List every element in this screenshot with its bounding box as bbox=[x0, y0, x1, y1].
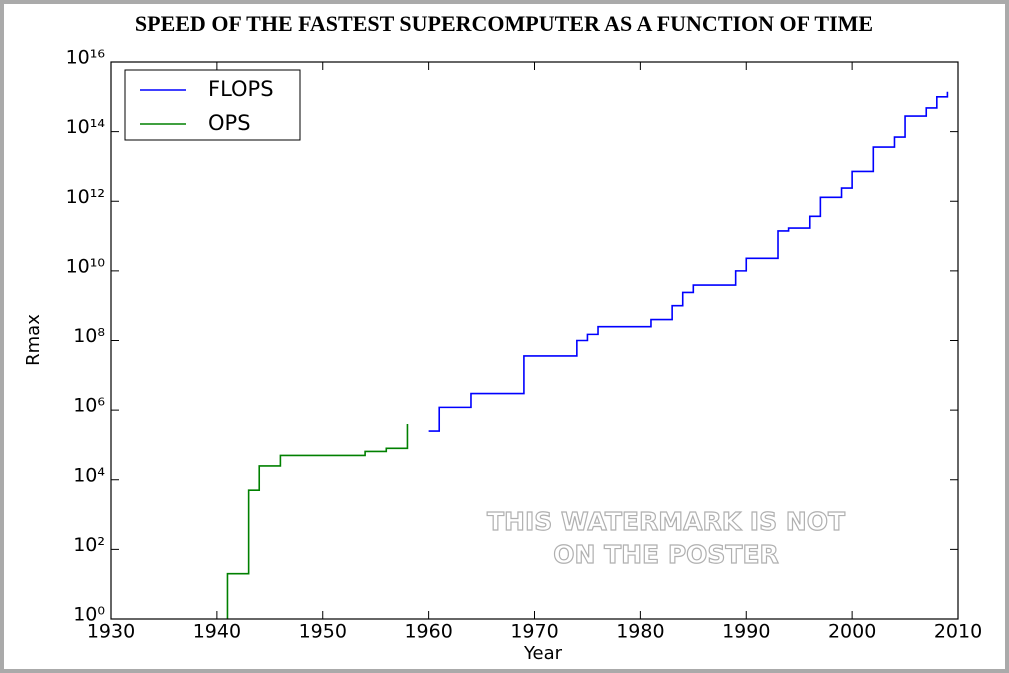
x-tick-label: 1930 bbox=[87, 621, 135, 643]
series-line bbox=[428, 91, 949, 432]
plot-area bbox=[111, 62, 958, 619]
y-tick-label: 10² bbox=[73, 534, 105, 556]
y-tick-label: 10⁶ bbox=[73, 395, 105, 417]
x-tick-label: 2010 bbox=[934, 621, 982, 643]
watermark: THIS WATERMARK IS NOT bbox=[487, 507, 845, 536]
chart-title: SPEED OF THE FASTEST SUPERCOMPUTER AS A … bbox=[135, 11, 873, 36]
x-tick-label: 2000 bbox=[828, 621, 876, 643]
y-tick-label: 10⁸ bbox=[73, 325, 105, 347]
legend-label: FLOPS bbox=[208, 77, 274, 101]
x-tick-label: 1970 bbox=[510, 621, 558, 643]
plot-border bbox=[110, 61, 959, 620]
legend-box bbox=[124, 69, 301, 141]
y-axis-label: Rmax bbox=[23, 314, 44, 366]
y-tick-label: 10⁴ bbox=[73, 464, 105, 486]
legend-label: OPS bbox=[208, 111, 251, 135]
x-tick-label: 1940 bbox=[193, 621, 241, 643]
x-tick-label: 1980 bbox=[616, 621, 664, 643]
x-tick-label: 1960 bbox=[404, 621, 452, 643]
series-line bbox=[226, 423, 409, 619]
y-tick-label: 10⁰ bbox=[73, 604, 105, 626]
x-axis-label: Year bbox=[523, 643, 563, 664]
x-tick-label: 1990 bbox=[722, 621, 770, 643]
y-tick-label: 10¹² bbox=[66, 186, 105, 208]
watermark: ON THE POSTER bbox=[553, 540, 779, 569]
y-tick-label: 10¹⁰ bbox=[66, 255, 105, 277]
y-tick-label: 10¹⁴ bbox=[66, 116, 106, 138]
x-tick-label: 1950 bbox=[299, 621, 347, 643]
y-tick-label: 10¹⁶ bbox=[66, 47, 105, 69]
